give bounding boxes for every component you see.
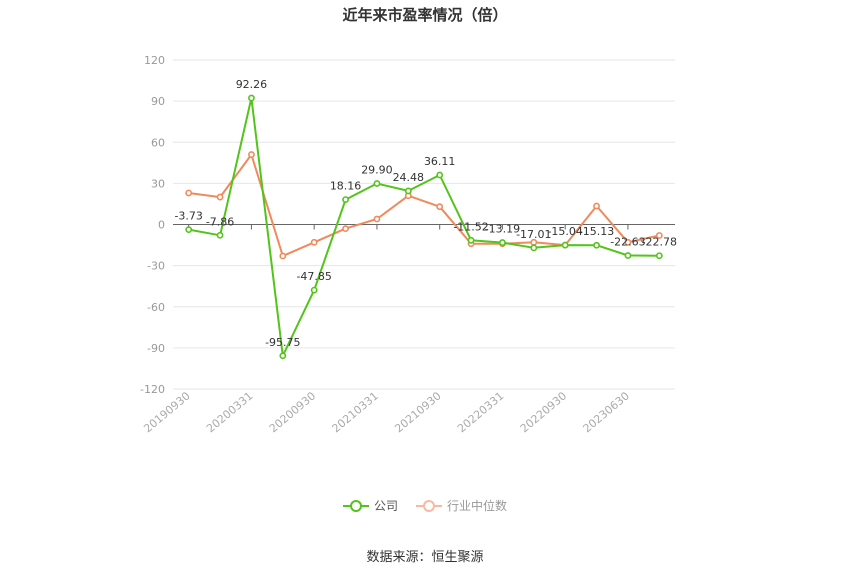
x-tick-label: 20230630 <box>581 389 632 435</box>
company-data-label: 24.48 <box>393 171 425 184</box>
chart-title: 近年来市盈率情况（倍） <box>342 6 508 24</box>
company-point <box>593 241 600 249</box>
company-data-label: -3.73 <box>174 210 202 223</box>
industry-point <box>216 193 224 201</box>
y-tick-label: 0 <box>158 219 165 232</box>
company-data-label: -15.13 <box>579 225 614 238</box>
company-data-label: -95.75 <box>265 336 300 349</box>
company-point <box>185 226 193 234</box>
company-data-label: 92.26 <box>236 78 268 91</box>
y-tick-label: 90 <box>151 95 165 108</box>
y-tick-label: 120 <box>144 54 165 67</box>
series-lines <box>185 94 663 360</box>
legend-industry-swatch <box>416 499 442 512</box>
y-tick-label: 60 <box>151 136 165 149</box>
company-point <box>499 239 506 246</box>
legend-company-swatch <box>342 499 369 512</box>
y-tick-label: -90 <box>147 342 165 355</box>
industry-point <box>624 238 632 246</box>
y-tick-label: 30 <box>151 177 165 190</box>
company-data-label: -22.78 <box>642 236 677 249</box>
x-tick-label: 20200930 <box>267 389 318 435</box>
x-tick-label: 20220930 <box>518 389 569 435</box>
company-data-label: -15.04 <box>547 225 582 238</box>
legend-item-industry[interactable]: 行业中位数 <box>416 497 507 514</box>
industry-point <box>593 202 600 210</box>
x-tick-label: 20210331 <box>330 389 381 435</box>
legend-company-label: 公司 <box>373 499 398 513</box>
y-tick-label: -30 <box>147 260 165 273</box>
company-data-label: -47.85 <box>296 270 331 283</box>
company-data-label: -11.52 <box>453 220 488 233</box>
legend-industry-label: 行业中位数 <box>447 499 508 513</box>
industry-point <box>342 225 349 233</box>
industry-point <box>185 189 193 197</box>
x-tick-label: 20220331 <box>455 389 506 435</box>
company-data-label: 18.16 <box>330 180 362 193</box>
x-tick-label: 20200331 <box>204 389 255 435</box>
company-data-label: -13.19 <box>485 223 520 236</box>
company-point <box>279 352 287 360</box>
data-labels: -3.73 -7.86 92.26 -95.75 -47.85 18.16 29.9024.… <box>174 78 677 349</box>
company-point <box>467 236 475 244</box>
industry-series-line <box>188 153 660 257</box>
industry-point <box>310 238 318 246</box>
legend: 公司 行业中位数 <box>0 497 850 514</box>
data-source-note: 数据来源：恒生聚源 <box>366 550 484 565</box>
company-point <box>530 244 538 252</box>
company-point <box>404 187 412 195</box>
legend-item-company[interactable]: 公司 <box>342 497 398 514</box>
company-point <box>248 94 255 102</box>
company-data-label: -17.01 <box>516 228 551 241</box>
industry-point <box>655 232 663 239</box>
company-point <box>373 180 381 187</box>
company-data-label: 29.90 <box>361 164 393 177</box>
y-tick-label: -120 <box>140 383 165 396</box>
company-point <box>216 231 224 239</box>
company-data-label: -7.86 <box>206 215 234 228</box>
company-point <box>310 286 318 294</box>
x-tick-label: 20190930 <box>141 389 192 435</box>
company-data-label: -22.63 <box>610 236 645 249</box>
y-tick-label: -60 <box>147 301 165 314</box>
company-point <box>655 252 663 260</box>
industry-point <box>436 203 444 211</box>
company-point <box>436 171 444 179</box>
x-tick-label: 20210930 <box>392 389 443 435</box>
company-data-label: 36.11 <box>424 155 456 168</box>
company-point <box>561 241 569 249</box>
company-point <box>342 196 349 204</box>
industry-point <box>248 151 255 158</box>
company-series-line <box>188 97 660 357</box>
industry-point <box>373 215 381 223</box>
industry-point <box>279 252 287 260</box>
company-point <box>624 252 632 259</box>
